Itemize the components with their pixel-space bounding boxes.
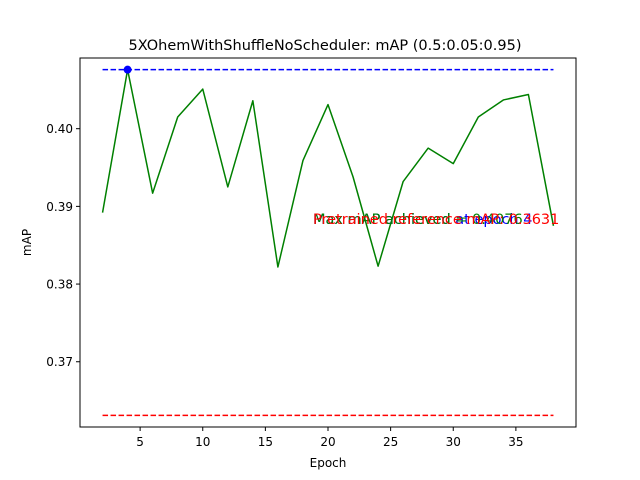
max-point-marker (123, 65, 132, 74)
x-tick-label: 20 (320, 435, 335, 449)
y-tick-label: 0.38 (46, 278, 73, 292)
annotation-text-2: Pretrained reference mAP: 0.3631 (313, 212, 559, 228)
x-tick-label: 5 (136, 435, 144, 449)
y-tick-label: 0.40 (46, 122, 73, 136)
annotation-text-0: Max mAP achieved at epoch 4 (313, 212, 532, 228)
annotation-text-1: Max mAP achieved = 0.4076 (313, 212, 523, 228)
y-axis-label: mAP (20, 229, 34, 256)
plot-area (101, 65, 555, 417)
x-tick-label: 25 (383, 435, 398, 449)
chart-title: 5XOhemWithShuffleNoScheduler: mAP (0.5:0… (129, 38, 522, 54)
y-tick-label: 0.39 (46, 200, 73, 214)
x-tick-label: 15 (258, 435, 273, 449)
series-line-0 (101, 68, 555, 268)
x-tick-label: 35 (508, 435, 523, 449)
x-tick-label: 30 (446, 435, 461, 449)
x-axis: 5 10 15 20 25 30 35 (136, 427, 524, 449)
y-tick-label: 0.37 (46, 355, 73, 369)
x-tick-label: 10 (195, 435, 210, 449)
y-axis: 0.37 0.38 0.39 0.40 (46, 122, 80, 369)
x-axis-label: Epoch (310, 456, 347, 470)
